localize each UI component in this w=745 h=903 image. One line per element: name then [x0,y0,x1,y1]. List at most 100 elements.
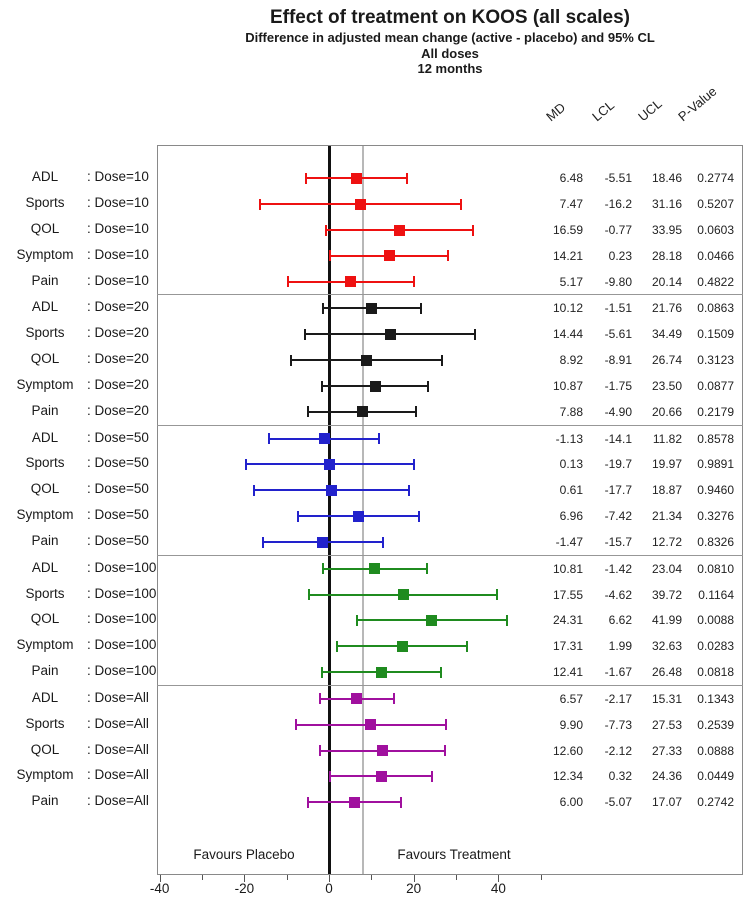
ci-cap-lower [306,796,309,808]
row-scale-label: Symptom [16,246,74,262]
ci-cap-lower [295,719,298,731]
ucl-value: 19.97 [651,457,682,472]
md-value: 17.31 [552,639,583,654]
md-marker [393,224,405,236]
row-scale-label: QOL [30,481,60,497]
row-scale-label: Symptom [16,637,74,653]
chart-subtitle-doses: All doses [421,46,479,61]
ci-cap-upper [447,250,450,262]
md-value: 12.34 [552,769,583,784]
ci-cap-upper [412,458,415,470]
lcl-value: -5.07 [604,795,632,810]
row-scale-label: Symptom [16,507,74,523]
md-value: 6.96 [559,509,583,524]
row-scale-label: Pain [31,533,59,549]
md-marker [356,406,368,418]
row-dose-label: : Dose=10 [87,221,149,236]
row-dose-label: : Dose=100 [87,559,157,575]
ucl-value: 26.74 [651,353,682,368]
row-dose-label: : Dose=20 [87,377,149,392]
ci-cap-lower [320,666,323,678]
ucl-value: 27.53 [651,717,682,732]
ucl-value: 21.34 [651,509,682,524]
row-dose-label: : Dose=All [87,715,149,731]
chart-title: Effect of treatment on KOOS (all scales) [269,7,631,28]
ci-cap-upper [474,328,476,340]
lcl-value: -14.1 [604,431,632,446]
md-marker [426,614,438,626]
ci-cap-upper [420,302,423,314]
column-header-lcl: LCL [589,97,618,125]
lcl-value: -1.67 [604,665,632,680]
row-label: QOL: Dose=50 [2,481,157,499]
ci-cap-upper [425,563,428,575]
ci-cap-lower [307,406,310,418]
ucl-value: 11.82 [652,431,682,446]
md-marker [375,770,387,782]
md-value: 17.55 [552,587,583,602]
md-value: -1.47 [555,535,583,550]
row-dose-label: : Dose=10 [87,272,149,288]
lcl-value: -1.51 [604,301,632,316]
group-divider-line [157,684,743,686]
ci-cap-upper [466,640,469,652]
md-value: 10.81 [552,561,583,576]
row-scale-label: ADL [31,169,59,185]
ci-cap-lower [296,510,299,522]
p-value: 0.0603 [697,223,734,237]
row-dose-label: : Dose=20 [87,299,149,315]
x-axis-minor-tick [540,875,542,880]
p-value: 0.0818 [697,665,734,680]
row-label: Sports: Dose=20 [2,325,157,343]
md-value: 5.17 [559,274,583,289]
row-label: Symptom: Dose=20 [2,377,157,395]
lcl-value: -5.51 [604,171,632,186]
ci-cap-upper [505,614,508,626]
ucl-value: 18.46 [651,171,682,186]
ci-cap-upper [400,796,403,808]
lcl-value: -4.62 [604,587,632,602]
md-marker [348,796,360,808]
zero-reference-line [327,146,331,874]
p-value: 0.0449 [697,769,734,784]
ucl-value: 32.63 [651,639,682,654]
chart-subtitle: Difference in adjusted mean change (acti… [245,30,655,45]
row-label: Pain: Dose=All [2,793,157,811]
x-tick-label: 0 [325,881,333,896]
ucl-value: 23.50 [651,379,682,393]
p-value: 0.8578 [697,431,734,446]
p-value: 0.2774 [697,171,734,186]
ci-cap-upper [471,224,474,236]
md-value: 7.88 [559,404,583,419]
row-label: ADL: Dose=10 [2,169,157,187]
row-dose-label: : Dose=50 [87,507,149,523]
ci-cap-lower [259,198,262,210]
x-axis-major-tick [244,875,246,882]
p-value: 0.2742 [697,795,734,810]
md-marker [366,302,378,314]
row-dose-label: : Dose=All [87,741,149,757]
md-marker [396,640,408,652]
ucl-value: 18.87 [651,483,682,498]
row-scale-label: ADL [31,429,59,445]
ci-cap-lower [320,380,323,392]
row-label: QOL: Dose=10 [2,221,157,239]
lcl-value: -1.42 [604,561,632,576]
ci-cap-upper [459,198,462,210]
md-marker [326,484,338,496]
lcl-value: -15.7 [604,535,632,550]
chart-subtitle-months: 12 months [417,61,483,76]
md-marker [361,354,373,366]
lcl-value: -17.7 [604,483,632,498]
ucl-value: 24.36 [651,769,682,784]
md-marker [383,250,395,262]
ci-cap-lower [328,250,331,262]
p-value: 0.5207 [697,197,734,212]
ci-cap-lower [324,224,327,236]
row-scale-label: Pain [31,402,59,418]
row-label: Symptom : Dose=50 [2,507,157,525]
x-tick-label: -40 [149,881,170,896]
ci-cap-lower [253,484,256,496]
lcl-value: -5.61 [604,327,632,342]
ucl-value: 26.48 [651,665,682,680]
